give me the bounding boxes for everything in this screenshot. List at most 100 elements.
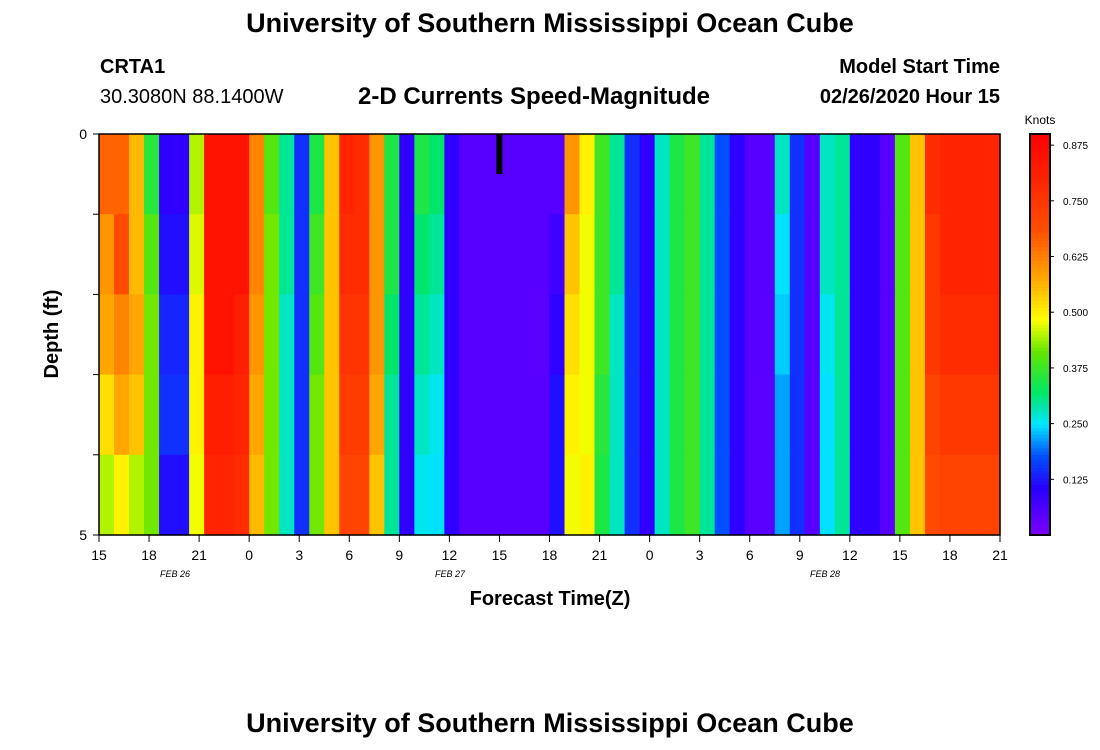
x-tick-label: 12 [842, 547, 858, 563]
colorbar-segment [1030, 364, 1050, 369]
heatmap-cell [159, 134, 175, 215]
heatmap-cell [519, 374, 536, 456]
heatmap-cell [594, 454, 611, 536]
heatmap-cell [219, 374, 235, 456]
heatmap-cell [114, 454, 130, 536]
colorbar-tick-label: 0.750 [1063, 197, 1088, 208]
heatmap-cell [204, 454, 220, 536]
heatmap-cell [399, 454, 415, 536]
colorbar-segment [1030, 207, 1050, 212]
colorbar-segment [1030, 264, 1050, 269]
colorbar-segment [1030, 197, 1050, 202]
colorbar-segment [1030, 324, 1050, 329]
x-tick-label: 18 [942, 547, 958, 563]
heatmap-cell [774, 294, 791, 376]
colorbar-segment [1030, 474, 1050, 479]
colorbar-label: Knots [1025, 113, 1056, 127]
heatmap-cell [774, 134, 791, 215]
colorbar-segment [1030, 441, 1050, 446]
colorbar-segment [1030, 514, 1050, 519]
heatmap-cell [939, 214, 956, 295]
heatmap-cell [714, 294, 731, 376]
heatmap-cell [624, 214, 641, 295]
date-label: FEB 28 [810, 569, 840, 579]
colorbar-segment [1030, 381, 1050, 386]
heatmap-cell [969, 454, 986, 536]
heatmap-cell [609, 374, 626, 456]
heatmap-cell [759, 214, 776, 295]
heatmap-cell [564, 374, 581, 456]
colorbar-segment [1030, 331, 1050, 336]
heatmap-cell [699, 294, 716, 376]
heatmap-cell [174, 294, 190, 376]
x-tick-label: 15 [91, 547, 107, 563]
heatmap-cell [279, 134, 295, 215]
heatmap-cell [789, 374, 806, 456]
heatmap-cell [639, 134, 656, 215]
heatmap-cell [864, 454, 881, 536]
heatmap-cell [279, 214, 295, 295]
heatmap-cell [189, 214, 205, 295]
page-title: University of Southern Mississippi Ocean… [246, 8, 854, 38]
colorbar-segment [1030, 254, 1050, 259]
heatmap-cell [804, 454, 821, 536]
heatmap-cell [639, 454, 656, 536]
heatmap-cell [324, 294, 340, 376]
x-tick-label: 9 [796, 547, 804, 563]
colorbar-segment [1030, 257, 1050, 262]
heatmap-cell [579, 454, 596, 536]
heatmap-cell [909, 134, 926, 215]
heatmap-cell [264, 134, 280, 215]
heatmap-cell [774, 454, 791, 536]
heatmap-cell [264, 294, 280, 376]
heatmap-cell [924, 294, 941, 376]
heatmap-cell [879, 214, 896, 295]
heatmap-cell [459, 294, 476, 376]
heatmap-cell [909, 374, 926, 456]
heatmap-cell [969, 294, 986, 376]
station-id: CRTA1 [100, 56, 166, 78]
colorbar-segment [1030, 347, 1050, 352]
colorbar-segment [1030, 351, 1050, 356]
heatmap-cell [609, 294, 626, 376]
heatmap-cell [984, 214, 1001, 295]
heatmap-cell [924, 454, 941, 536]
colorbar-segment [1030, 164, 1050, 169]
colorbar-segment [1030, 234, 1050, 239]
heatmap-cell [144, 214, 160, 295]
heatmap-cell [684, 454, 701, 536]
heatmap-cell [969, 134, 986, 215]
heatmap-cell [549, 214, 566, 295]
heatmap-cell [864, 134, 881, 215]
heatmap-cell [609, 214, 626, 295]
heatmap-cell [864, 374, 881, 456]
colorbar-segment [1030, 344, 1050, 349]
colorbar-segment [1030, 384, 1050, 389]
colorbar-segment [1030, 521, 1050, 526]
heatmap-cell [429, 134, 445, 215]
heatmap-cell [714, 134, 731, 215]
heatmap-cell [264, 454, 280, 536]
heatmap-cell [339, 454, 355, 536]
colorbar-segment [1030, 394, 1050, 399]
colorbar-segment [1030, 297, 1050, 302]
colorbar-segment [1030, 491, 1050, 496]
heatmap-cell [954, 454, 971, 536]
heatmap-cell [519, 214, 536, 295]
colorbar-segment [1030, 451, 1050, 456]
colorbar-segment [1030, 311, 1050, 316]
heatmap-cell [729, 374, 746, 456]
y-tick-label: 0 [79, 126, 87, 142]
heatmap-cell [369, 294, 385, 376]
heatmap-cell [939, 294, 956, 376]
colorbar-segment [1030, 528, 1050, 533]
colorbar-segment [1030, 237, 1050, 242]
heatmap-cell [834, 294, 851, 376]
heatmap-cell [504, 294, 521, 376]
date-label: FEB 27 [435, 569, 466, 579]
heatmap-cell [369, 134, 385, 215]
heatmap-cell [144, 454, 160, 536]
heatmap-cell [504, 214, 521, 295]
colorbar-segment [1030, 271, 1050, 275]
heatmap-cell [129, 134, 145, 215]
